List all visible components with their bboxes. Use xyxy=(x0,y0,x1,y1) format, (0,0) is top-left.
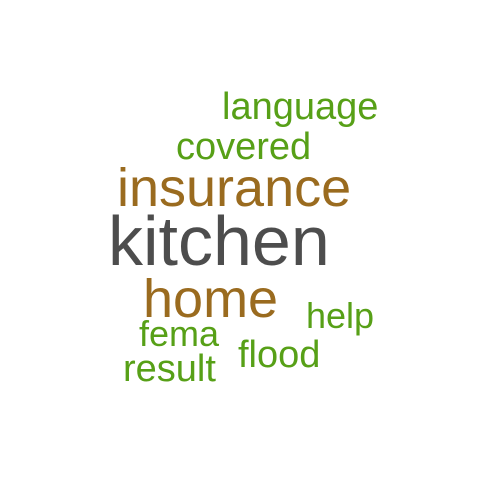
word-fema: fema xyxy=(139,313,220,354)
word-covered: covered xyxy=(176,126,312,168)
word-help: help xyxy=(306,295,375,336)
word-flood: flood xyxy=(238,334,321,376)
word-insurance: insurance xyxy=(117,158,352,218)
word-home: home xyxy=(143,269,279,329)
word-language: language xyxy=(222,86,379,128)
word-kitchen: kitchen xyxy=(108,202,330,280)
word-result: result xyxy=(123,348,216,390)
